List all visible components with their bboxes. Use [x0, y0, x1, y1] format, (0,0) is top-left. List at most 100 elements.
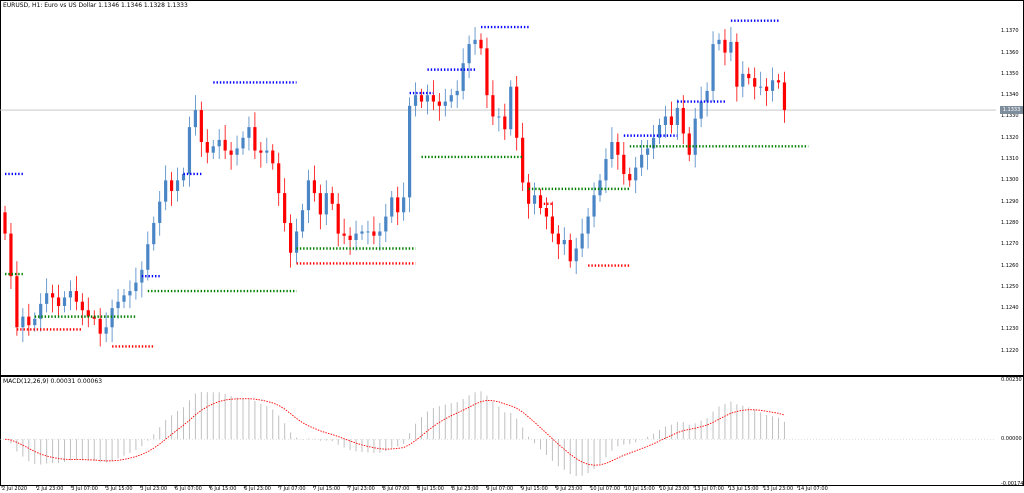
candle-body — [134, 282, 138, 292]
macd-axis-label: 0.00000 — [1001, 436, 1022, 443]
price-axis-label: 1.1280 — [1001, 219, 1019, 226]
candle-body — [241, 137, 245, 149]
candle-body — [9, 233, 13, 277]
candle-body — [473, 39, 477, 45]
candle-body — [711, 44, 715, 91]
candle-body — [663, 116, 668, 125]
candle-body — [306, 180, 311, 211]
candle-body — [211, 146, 215, 153]
candle-body — [68, 291, 73, 298]
candle-body — [152, 222, 156, 245]
candle-body — [348, 235, 352, 240]
candle-body — [104, 327, 108, 334]
candle-body — [741, 73, 745, 87]
time-axis-label: 10 Jul 07:00 — [590, 486, 621, 492]
candle-body — [485, 48, 489, 96]
current-price-tag: 1.1333 — [1000, 106, 1023, 115]
candle-body — [759, 86, 763, 88]
candle-body — [402, 197, 406, 213]
candle-body — [45, 293, 49, 304]
price-axis-label: 1.1290 — [1001, 198, 1019, 205]
candle-body — [74, 291, 78, 302]
candle-body — [467, 44, 471, 64]
macd-indicator-pane[interactable] — [0, 376, 1024, 486]
candle-body — [568, 239, 572, 262]
candle-body — [574, 248, 578, 262]
candle-body — [723, 39, 727, 53]
candle-body — [657, 124, 662, 138]
time-axis-label: 8 Jul 07:00 — [382, 486, 410, 492]
candle-body — [187, 127, 192, 174]
candle-body — [27, 316, 31, 326]
time-axis-label: 10 Jul 15:00 — [624, 486, 655, 492]
price-axis-label: 1.1360 — [1001, 49, 1019, 56]
candle-body — [669, 116, 673, 125]
candle-body — [289, 222, 293, 253]
candle-body — [33, 318, 37, 326]
candle-body — [170, 180, 174, 191]
candle-body — [205, 142, 209, 153]
candle-body — [247, 127, 251, 138]
time-axis-label: 2 Jul 2020 — [2, 486, 28, 492]
candle-body — [550, 216, 554, 234]
time-axis-label: 3 Jul 07:00 — [71, 486, 98, 492]
time-axis-label: 6 Jul 23:00 — [244, 486, 271, 492]
candle-body — [729, 41, 733, 53]
candle-body — [622, 154, 626, 174]
candle-body — [80, 301, 84, 311]
price-axis-label: 1.1310 — [1001, 156, 1019, 163]
candle-body — [687, 133, 691, 155]
candle-body — [580, 233, 584, 249]
candle-body — [3, 212, 7, 234]
time-axis-label: 9 Jul 15:00 — [521, 486, 548, 492]
candle-body — [753, 78, 757, 87]
candle-body — [449, 95, 453, 102]
candle-body — [497, 116, 501, 118]
time-axis-label: 8 Jul 15:00 — [417, 486, 444, 492]
candle-body — [425, 95, 430, 102]
candle-body — [300, 210, 305, 232]
candle-body — [616, 142, 620, 155]
candle-body — [628, 173, 632, 181]
candle-body — [330, 193, 334, 204]
candle-body — [705, 90, 709, 102]
price-axis-label: 1.1300 — [1001, 177, 1019, 184]
price-axis-label: 1.1340 — [1001, 92, 1019, 99]
macd-signal-line — [4, 398, 785, 466]
candle-body — [229, 150, 233, 155]
candle-body — [437, 101, 441, 106]
pane-separator[interactable] — [0, 375, 1024, 377]
candle-body — [770, 80, 775, 91]
candle-body — [336, 203, 340, 234]
macd-title: MACD(12,26,9) 0.00031 0.00063 — [3, 378, 103, 385]
candle-body — [51, 293, 55, 298]
time-axis-label: 7 Jul 07:00 — [278, 486, 306, 492]
candle-body — [110, 308, 114, 328]
candle-body — [372, 231, 376, 236]
candle-body — [509, 86, 513, 130]
candle-body — [324, 193, 328, 215]
candle-body — [354, 233, 358, 240]
candle-body — [360, 231, 364, 234]
candle-body — [390, 197, 394, 217]
candle-body — [283, 193, 287, 223]
candle-body — [646, 148, 650, 155]
candle-body — [717, 39, 721, 45]
candle-body — [562, 239, 566, 245]
candle-body — [776, 80, 781, 83]
time-axis-label: 3 Jul 15:00 — [105, 486, 133, 492]
candle-body — [592, 195, 596, 217]
candle-body — [223, 139, 227, 151]
price-axis-label: 1.1330 — [1001, 113, 1019, 120]
macd-axis-label: -0.00174 — [1001, 481, 1024, 487]
candle-body — [181, 173, 186, 181]
candle-body — [199, 110, 203, 143]
candle-body — [782, 82, 787, 111]
time-axis-label: 7 Jul 15:00 — [313, 486, 341, 492]
candle-body — [675, 107, 679, 125]
candle-body — [419, 95, 424, 102]
candle-body — [378, 231, 382, 236]
candle-body — [598, 180, 602, 196]
